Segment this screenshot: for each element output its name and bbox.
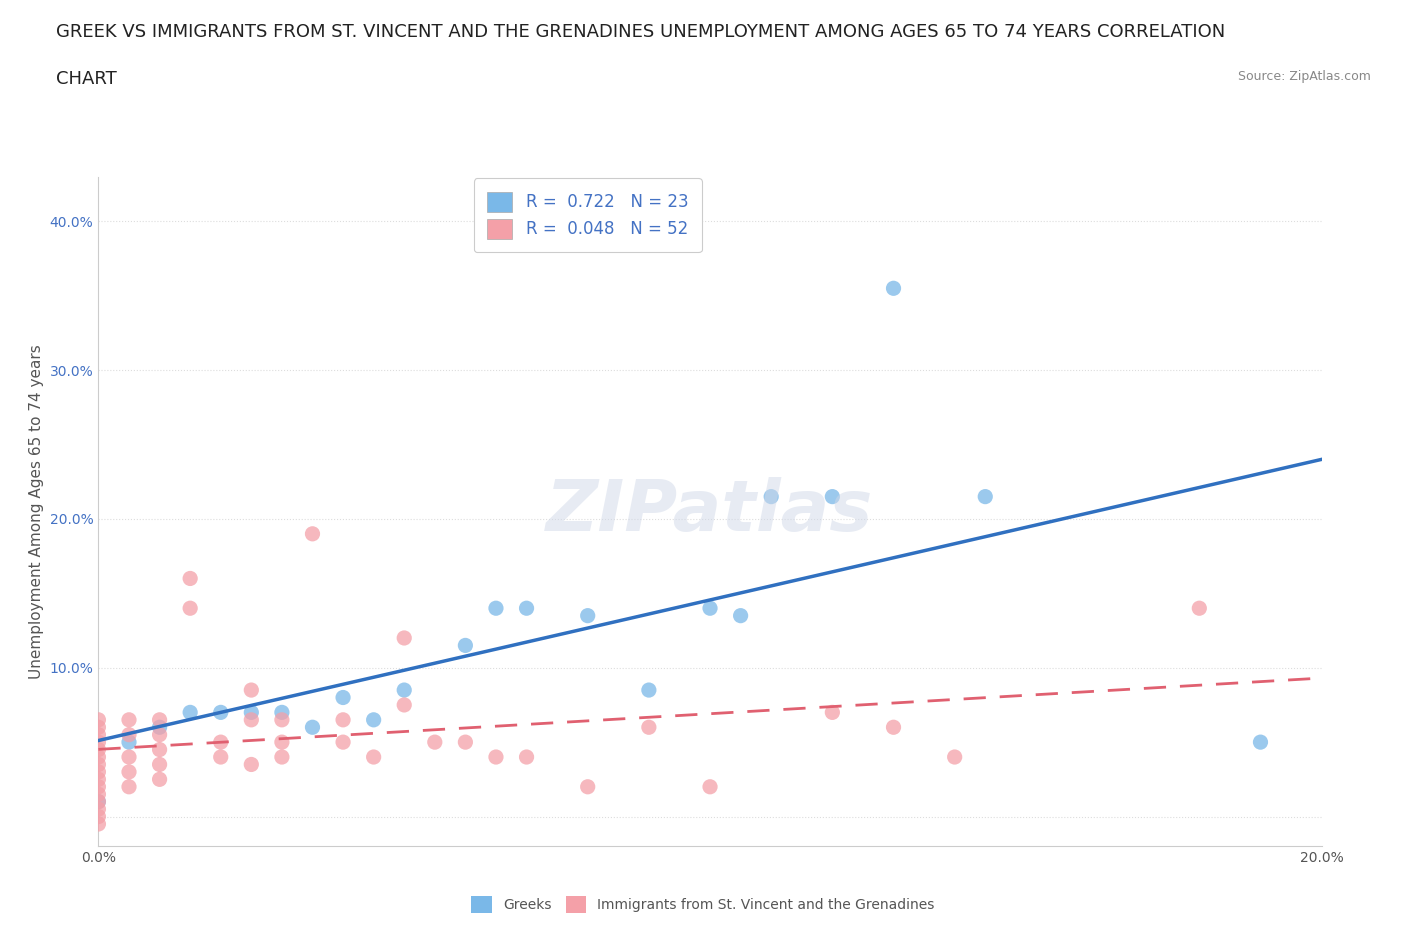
Point [209,705,232,720]
Point [730,608,752,623]
Point [87,817,110,831]
Point [392,683,416,698]
Point [179,601,201,616]
Point [363,712,385,727]
Point [87,809,110,824]
Point [87,802,110,817]
Point [87,750,110,764]
Text: GREEK VS IMMIGRANTS FROM ST. VINCENT AND THE GRENADINES UNEMPLOYMENT AMONG AGES : GREEK VS IMMIGRANTS FROM ST. VINCENT AND… [56,23,1226,41]
Point [363,750,385,764]
Point [270,735,292,750]
Point [149,757,172,772]
Point [87,772,110,787]
Point [149,727,172,742]
Point [1249,735,1271,750]
Point [149,712,172,727]
Point [87,794,110,809]
Point [821,705,844,720]
Point [240,712,263,727]
Point [87,742,110,757]
Point [240,757,263,772]
Point [118,764,141,779]
Point [87,727,110,742]
Point [454,638,477,653]
Point [516,601,538,616]
Point [423,735,446,750]
Point [87,794,110,809]
Point [392,698,416,712]
Point [485,601,508,616]
Point [883,720,905,735]
Point [332,690,354,705]
Point [179,705,201,720]
Point [87,757,110,772]
Point [1188,601,1211,616]
Point [149,772,172,787]
Point [883,281,905,296]
Point [699,601,721,616]
Point [209,735,232,750]
Point [301,526,323,541]
Point [118,735,141,750]
Point [270,705,292,720]
Text: CHART: CHART [56,70,117,87]
Legend: R =  0.722   N = 23, R =  0.048   N = 52: R = 0.722 N = 23, R = 0.048 N = 52 [474,179,702,252]
Point [87,712,110,727]
Point [118,727,141,742]
Text: Source: ZipAtlas.com: Source: ZipAtlas.com [1237,70,1371,83]
Point [301,720,323,735]
Point [637,683,661,698]
Point [576,608,599,623]
Point [179,571,201,586]
Point [118,712,141,727]
Point [209,750,232,764]
Point [270,712,292,727]
Point [332,712,354,727]
Point [576,779,599,794]
Point [149,720,172,735]
Point [699,779,721,794]
Point [974,489,997,504]
Point [943,750,966,764]
Point [240,683,263,698]
Point [485,750,508,764]
Text: ZIPatlas: ZIPatlas [547,477,873,546]
Point [87,787,110,802]
Point [87,720,110,735]
Point [516,750,538,764]
Point [454,735,477,750]
Point [270,750,292,764]
Point [118,750,141,764]
Point [759,489,782,504]
Point [149,742,172,757]
Point [87,735,110,750]
Point [332,735,354,750]
Point [87,779,110,794]
Point [240,705,263,720]
Point [637,720,661,735]
Point [821,489,844,504]
Point [118,779,141,794]
Legend: Greeks, Immigrants from St. Vincent and the Grenadines: Greeks, Immigrants from St. Vincent and … [465,890,941,919]
Y-axis label: Unemployment Among Ages 65 to 74 years: Unemployment Among Ages 65 to 74 years [30,344,44,679]
Point [87,764,110,779]
Point [392,631,416,645]
